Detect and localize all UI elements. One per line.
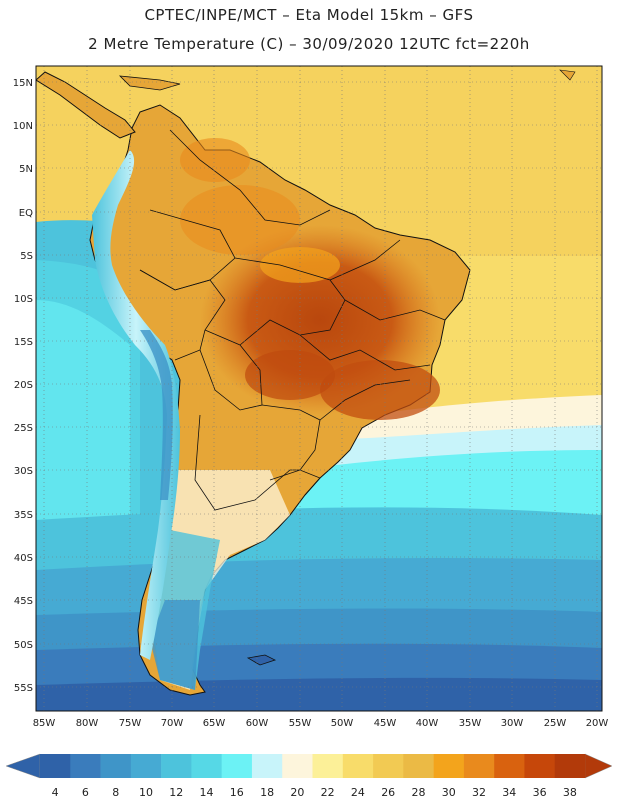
colorbar-label: 28 <box>411 786 425 799</box>
colorbar-swatch <box>161 754 192 778</box>
heat-core-south <box>245 350 335 400</box>
lat-label: 15N <box>13 78 33 89</box>
colorbar-label: 16 <box>230 786 244 799</box>
colorbar-label: 34 <box>502 786 516 799</box>
lon-label: 25W <box>544 718 567 729</box>
caribbean-island-2 <box>559 69 576 81</box>
lat-label: 10S <box>14 294 33 305</box>
lon-label: 65W <box>203 718 226 729</box>
colorbar-swatch <box>403 754 434 778</box>
colorbar-label: 26 <box>381 786 395 799</box>
lat-label: 15S <box>14 337 33 348</box>
temperature-field <box>36 66 602 711</box>
colorbar-swatch <box>191 754 222 778</box>
title-line-1: CPTEC/INPE/MCT – Eta Model 15km – GFS <box>144 6 474 24</box>
amazon-warm <box>180 185 300 255</box>
colorbar-label: 14 <box>200 786 214 799</box>
colorbar-swatch <box>221 754 253 778</box>
lat-label: 35S <box>14 510 33 521</box>
colorbar-swatch <box>100 754 132 778</box>
latitude-labels: 15N 10N 5N EQ 5S 10S 15S 20S 25S 30S 35S… <box>13 78 33 694</box>
colorbar-label: 6 <box>82 786 89 799</box>
lat-label: 5N <box>19 164 33 175</box>
colorbar-swatch <box>130 754 162 778</box>
south-band-4 <box>36 677 602 711</box>
colorbar-swatch <box>251 754 283 778</box>
lon-label: 80W <box>76 718 99 729</box>
colorbar-label: 32 <box>472 786 486 799</box>
lat-label: 30S <box>14 466 33 477</box>
amazon-band <box>260 247 340 283</box>
lon-label: 35W <box>459 718 482 729</box>
lon-label: 55W <box>289 718 312 729</box>
falklands <box>246 654 277 666</box>
andes-cold-strip <box>92 150 180 660</box>
country-borders <box>139 129 446 511</box>
lat-label: 40S <box>14 553 33 564</box>
colorbar-swatch <box>524 754 556 778</box>
colorbar-swatch <box>433 754 465 778</box>
lon-label: 70W <box>161 718 184 729</box>
venezuela-warm <box>180 138 250 182</box>
colorbar-arrow-right <box>584 753 613 779</box>
colorbar-label: 38 <box>563 786 577 799</box>
colorbar-swatch <box>312 754 344 778</box>
lat-label: EQ <box>19 208 33 219</box>
lat-label: 20S <box>14 380 33 391</box>
map-frame <box>35 65 603 712</box>
lat-label: 50S <box>14 640 33 651</box>
lon-label: 30W <box>501 718 524 729</box>
lon-label: 50W <box>331 718 354 729</box>
lon-label: 75W <box>119 718 142 729</box>
colorbar-label: 10 <box>139 786 153 799</box>
lat-label: 25S <box>14 423 33 434</box>
colorbar-label: 18 <box>260 786 274 799</box>
caribbean-island-1 <box>118 75 181 91</box>
colorbar-label: 22 <box>321 786 335 799</box>
colorbar-arrow-left <box>5 753 41 779</box>
colorbar-label: 36 <box>533 786 547 799</box>
lon-label: 40W <box>416 718 439 729</box>
lat-label: 45S <box>14 596 33 607</box>
colorbar-swatch <box>282 754 313 778</box>
colorbar-swatch <box>463 754 495 778</box>
colorbar-label: 8 <box>112 786 119 799</box>
title-line-2: 2 Metre Temperature (C) – 30/09/2020 12U… <box>88 35 530 53</box>
colorbar: 4 6 8 10 12 14 16 18 20 22 24 26 28 30 32 34 36 38 <box>5 753 613 799</box>
longitude-labels: 85W 80W 75W 70W 65W 60W 55W 50W 45W 40W … <box>33 718 609 729</box>
colorbar-label: 30 <box>442 786 456 799</box>
colorbar-label: 4 <box>52 786 59 799</box>
lon-label: 45W <box>374 718 397 729</box>
colorbar-label: 12 <box>169 786 183 799</box>
heat-core-southeast <box>320 360 440 420</box>
lat-label: 10N <box>13 121 33 132</box>
lon-label: 20W <box>586 718 609 729</box>
colorbar-swatch <box>494 754 525 778</box>
colorbar-swatch <box>342 754 374 778</box>
colorbar-swatch <box>554 754 586 778</box>
lon-label: 85W <box>33 718 56 729</box>
lat-label: 5S <box>20 251 33 262</box>
colorbar-swatch <box>70 754 101 778</box>
patagonia-colder <box>150 600 200 690</box>
andes-core <box>140 330 173 500</box>
colorbar-swatch <box>373 754 404 778</box>
lon-label: 60W <box>246 718 269 729</box>
colorbar-label: 24 <box>351 786 365 799</box>
lat-label: 55S <box>14 683 33 694</box>
colorbar-swatch <box>40 754 71 778</box>
colorbar-label: 20 <box>290 786 304 799</box>
